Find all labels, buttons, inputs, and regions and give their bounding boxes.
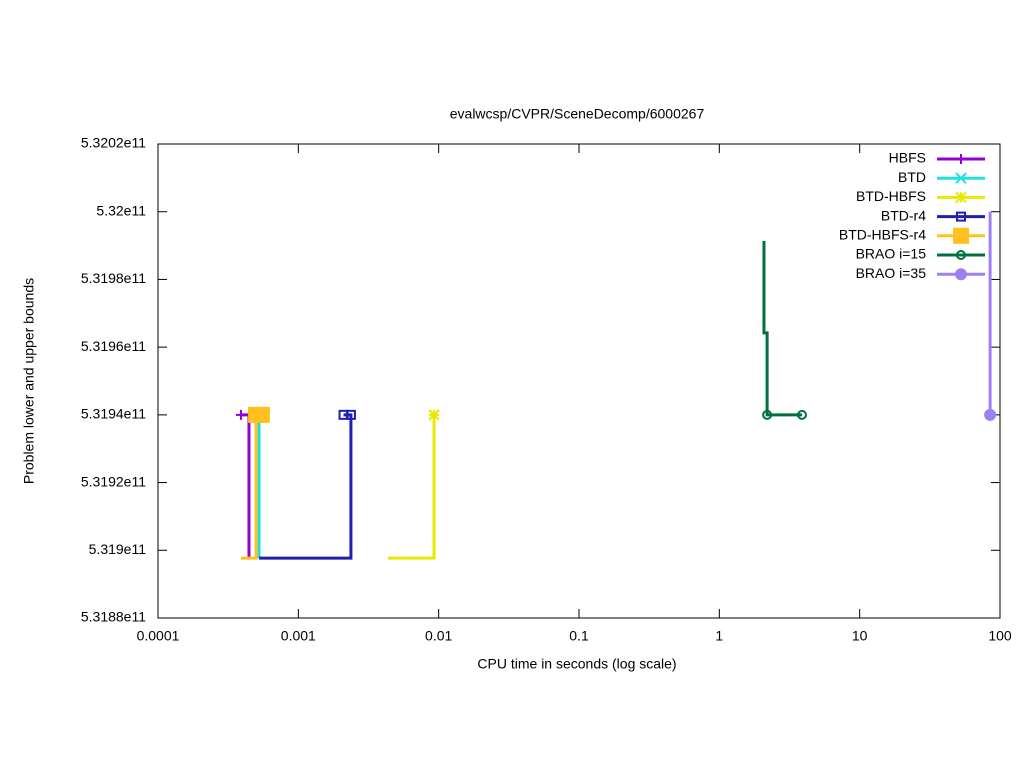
y-tick-label: 5.3194e11 [81, 406, 146, 422]
legend-label: BRAO i=35 [856, 265, 927, 281]
marker [762, 409, 773, 420]
marker [428, 409, 440, 421]
legend-marker [955, 191, 967, 204]
legend-marker [956, 154, 966, 164]
marker [338, 409, 349, 420]
x-tick-label: 0.0001 [137, 628, 180, 644]
legend-marker [955, 172, 967, 184]
marker [253, 406, 270, 423]
y-tick-label: 5.3188e11 [81, 609, 146, 625]
legend-label: BTD-r4 [881, 207, 926, 223]
x-axis-label: CPU time in seconds (log scale) [477, 656, 676, 672]
legend-marker [956, 250, 966, 260]
y-tick-label: 5.3196e11 [81, 338, 146, 354]
x-tick-label: 0.1 [569, 628, 589, 644]
x-tick-label: 1 [715, 628, 723, 644]
y-tick-label: 5.3198e11 [81, 270, 146, 286]
legend-marker [955, 268, 967, 281]
legend-label: HBFS [889, 150, 926, 166]
y-tick-label: 5.3202e11 [81, 135, 146, 151]
chart-title: evalwcsp/CVPR/SceneDecomp/6000267 [450, 106, 705, 122]
legend-label: BTD [898, 169, 926, 185]
legend-label: BTD-HBFS [856, 188, 926, 204]
series-line [240, 413, 251, 559]
y-tick-label: 5.319e11 [89, 541, 147, 557]
series-line [387, 414, 436, 560]
series-line [762, 240, 802, 417]
x-tick-label: 100 [988, 628, 1012, 644]
x-tick-label: 0.001 [281, 628, 316, 644]
legend-marker [953, 227, 969, 244]
y-tick-label: 5.3192e11 [81, 473, 146, 489]
x-tick-label: 10 [852, 628, 868, 644]
legend-label: BTD-HBFS-r4 [839, 227, 926, 243]
x-tick-label: 0.01 [425, 628, 452, 644]
series-line [259, 413, 353, 560]
legend-marker [956, 211, 966, 222]
legend-label: BRAO i=15 [856, 246, 927, 262]
marker [796, 409, 807, 420]
y-axis-label: Problem lower and upper bounds [21, 278, 37, 484]
marker [235, 409, 246, 420]
marker [984, 408, 997, 421]
y-tick-label: 5.32e11 [96, 202, 146, 218]
plot-frame [157, 143, 1001, 619]
